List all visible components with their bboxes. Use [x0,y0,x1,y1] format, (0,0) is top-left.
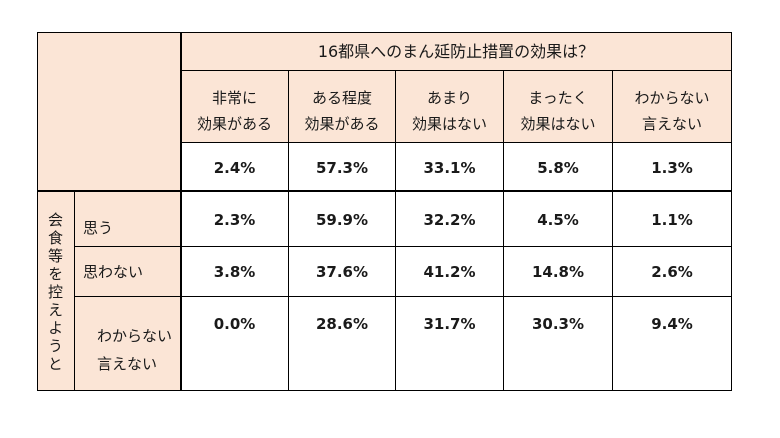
row-label: 思う [83,219,114,237]
group-label: 会食等を控えようと [46,212,64,374]
border-right [731,32,732,391]
row-label: 思わない [83,263,144,281]
cell-value: 9.4% [651,315,693,333]
cell-value: 59.9% [315,211,369,229]
col-divider-2 [395,70,396,391]
cell-value: 2.3% [213,211,256,229]
row-label-omowanai [75,247,180,296]
cell-value: 32.2% [423,211,476,229]
border-bottom [37,390,732,391]
cell-value: 28.6% [315,315,369,333]
cell-value: 0.0% [213,315,256,333]
cell-value: 37.6% [315,263,369,281]
row-label-omou [75,192,180,246]
border-top [37,32,732,33]
cell-value: 1.1% [651,211,693,229]
cell-value: 41.2% [423,263,476,281]
table-title: 16都県へのまん延防止措置の効果は？ [317,42,595,61]
cell-value: 4.5% [537,211,579,229]
cell-value: 31.7% [423,315,476,333]
col-divider-4 [612,70,613,391]
column-header-row [181,71,731,142]
row-label: わからない 言えない [97,327,173,373]
cell-value: 30.3% [531,315,585,333]
title-cell [181,33,731,70]
overall-divider [37,190,732,192]
title-divider [180,70,732,71]
group-column-divider [74,191,75,391]
border-left [37,32,38,391]
column-header: ある程度 効果がある [304,89,380,133]
overall-value: 1.3% [651,159,693,177]
row-divider-1 [74,246,732,247]
overall-value: 33.1% [423,159,476,177]
cell-value: 14.8% [531,263,585,281]
column-header: 非常に 効果がある [196,89,272,133]
row-label-wakaranai [75,297,180,390]
cell-value: 3.8% [213,263,256,281]
col-divider-3 [503,70,504,391]
cell-value: 2.6% [651,263,693,281]
overall-value: 5.8% [537,159,579,177]
label-column-divider [180,32,182,391]
header-divider [180,142,732,143]
column-header: わからない 言えない [634,89,710,133]
column-header: まったく 効果はない [520,89,596,133]
corner-cell [38,33,180,191]
group-label-cell [38,192,74,390]
col-divider-1 [288,70,289,391]
row-divider-2 [74,296,732,297]
overall-value: 2.4% [213,159,256,177]
overall-value: 57.3% [315,159,369,177]
column-header: あまり 効果はない [411,89,487,133]
